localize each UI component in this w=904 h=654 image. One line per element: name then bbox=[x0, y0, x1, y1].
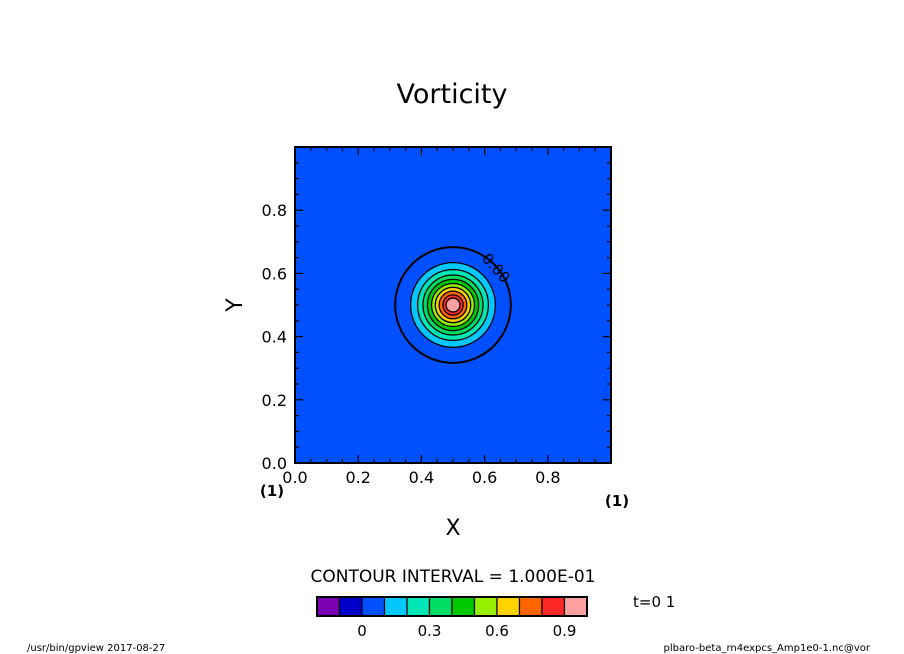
colorbar-frame bbox=[316, 596, 588, 617]
y-tick-label: 0.4 bbox=[262, 328, 287, 347]
chart-title: Vorticity bbox=[397, 79, 508, 110]
colorbar-swatch bbox=[473, 596, 498, 617]
x-tick-label: 0.2 bbox=[345, 468, 370, 487]
contour-interval-text: CONTOUR INTERVAL = 1.000E-01 bbox=[311, 567, 596, 587]
colorbar-swatch bbox=[451, 596, 476, 617]
axis-ticks bbox=[294, 146, 612, 464]
y-tick-label: 0.0 bbox=[262, 454, 287, 473]
contour-line-9 bbox=[445, 297, 461, 313]
colorbar-tick-labels: 0 0.3 0.6 0.9 bbox=[357, 622, 576, 640]
colorbar-swatch bbox=[316, 596, 341, 617]
colorbar-tick-label: 0.9 bbox=[553, 622, 577, 640]
colorbar-swatch bbox=[563, 596, 588, 617]
contour-line-6 bbox=[434, 286, 472, 324]
contour-lines bbox=[394, 246, 512, 364]
colorbar-swatch bbox=[383, 596, 408, 617]
colorbar-swatch bbox=[541, 596, 566, 617]
footer-right: plbaro-beta_rn4expcs_Amp1e0-1.nc@vor bbox=[664, 643, 871, 654]
contour-line-0 bbox=[394, 246, 512, 364]
contour-line-7 bbox=[438, 290, 468, 320]
y-index-label: (1) bbox=[605, 492, 629, 510]
contour-line-3 bbox=[422, 274, 484, 336]
x-tick-label: 0.6 bbox=[472, 468, 497, 487]
colorbar-swatch bbox=[338, 596, 363, 617]
x-index-label: (1) bbox=[260, 482, 284, 500]
colorbar-tick-label: 0.3 bbox=[418, 622, 442, 640]
colorbar-tick-label: 0.6 bbox=[485, 622, 509, 640]
contour-line-5 bbox=[430, 282, 476, 328]
x-axis-label: X bbox=[445, 516, 460, 541]
colorbar-swatch bbox=[406, 596, 431, 617]
colorbar-swatch bbox=[428, 596, 453, 617]
y-tick-label: 0.2 bbox=[262, 391, 287, 410]
x-tick-label: 0.4 bbox=[409, 468, 434, 487]
footer-left: /usr/bin/gpview 2017-08-27 bbox=[27, 643, 165, 654]
colorbar-swatch bbox=[361, 596, 386, 617]
contour-line-1 bbox=[410, 262, 496, 348]
y-tick-labels: 0.0 0.2 0.4 0.6 0.8 bbox=[262, 201, 287, 473]
contour-line-2 bbox=[416, 268, 490, 342]
x-tick-labels: 0.0 0.2 0.4 0.6 0.8 bbox=[282, 468, 560, 487]
colorbar-swatch bbox=[496, 596, 521, 617]
y-tick-label: 0.6 bbox=[262, 264, 287, 283]
x-tick-label: 0.8 bbox=[535, 468, 560, 487]
contour-fill-9 bbox=[446, 298, 460, 312]
y-tick-label: 0.8 bbox=[262, 201, 287, 220]
time-label: t=0 1 bbox=[633, 593, 675, 611]
plot-area: 0.00 bbox=[294, 146, 612, 464]
x-tick-label: 0.0 bbox=[282, 468, 307, 487]
y-axis-label: Y bbox=[223, 298, 248, 313]
colorbar bbox=[316, 596, 588, 617]
contour-line-8 bbox=[442, 294, 464, 316]
colorbar-tick-label: 0 bbox=[357, 622, 367, 640]
colorbar-swatch bbox=[518, 596, 543, 617]
contour-line-4 bbox=[426, 278, 480, 332]
